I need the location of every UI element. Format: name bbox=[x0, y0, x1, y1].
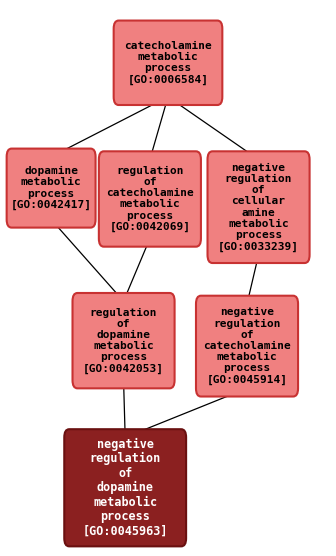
Text: regulation
of
catecholamine
metabolic
process
[GO:0042069]: regulation of catecholamine metabolic pr… bbox=[106, 166, 194, 232]
FancyBboxPatch shape bbox=[73, 293, 175, 388]
FancyBboxPatch shape bbox=[208, 151, 309, 263]
Text: negative
regulation
of
cellular
amine
metabolic
process
[GO:0033239]: negative regulation of cellular amine me… bbox=[218, 163, 299, 251]
FancyBboxPatch shape bbox=[196, 296, 298, 396]
FancyBboxPatch shape bbox=[64, 429, 186, 547]
Text: negative
regulation
of
catecholamine
metabolic
process
[GO:0045914]: negative regulation of catecholamine met… bbox=[203, 307, 291, 385]
Text: catecholamine
metabolic
process
[GO:0006584]: catecholamine metabolic process [GO:0006… bbox=[124, 41, 212, 85]
Text: negative
regulation
of
dopamine
metabolic
process
[GO:0045963]: negative regulation of dopamine metaboli… bbox=[82, 438, 168, 538]
Text: dopamine
metabolic
process
[GO:0042417]: dopamine metabolic process [GO:0042417] bbox=[11, 166, 92, 210]
FancyBboxPatch shape bbox=[99, 151, 201, 247]
Text: regulation
of
dopamine
metabolic
process
[GO:0042053]: regulation of dopamine metabolic process… bbox=[83, 307, 164, 374]
FancyBboxPatch shape bbox=[7, 148, 95, 227]
FancyBboxPatch shape bbox=[114, 21, 222, 105]
